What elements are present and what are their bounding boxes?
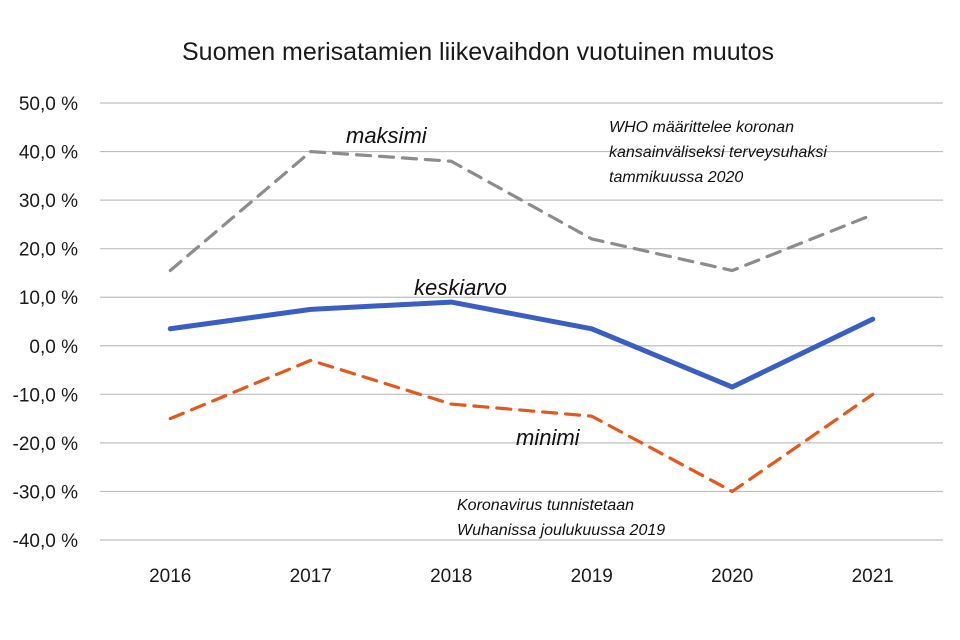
annotation-wuhan: Koronavirus tunnistetaan Wuhanissa joulu… bbox=[457, 497, 665, 539]
y-tick-label: -20,0 % bbox=[13, 434, 79, 455]
chart-title: Suomen merisatamien liikevaihdon vuotuin… bbox=[182, 38, 774, 66]
y-tick-label: -10,0 % bbox=[13, 385, 79, 406]
gridlines bbox=[100, 102, 943, 541]
y-tick-label: 40,0 % bbox=[19, 143, 78, 164]
series-label-minimi: minimi bbox=[516, 425, 581, 450]
y-tick-label: 20,0 % bbox=[19, 240, 78, 261]
y-tick-label: 50,0 % bbox=[19, 94, 78, 115]
y-tick-label: 30,0 % bbox=[19, 191, 78, 212]
annotation-who-line-2: kansainväliseksi terveysuhaksi bbox=[609, 144, 827, 161]
series-line-minimi bbox=[168, 358, 875, 494]
annotation-who: WHO määrittelee koronan kansainväliseksi… bbox=[609, 119, 827, 186]
x-tick-label: 2017 bbox=[290, 566, 332, 587]
x-tick-label: 2020 bbox=[711, 566, 753, 587]
y-tick-label: -30,0 % bbox=[13, 482, 79, 503]
y-tick-label: -40,0 % bbox=[13, 531, 79, 552]
x-tick-label: 2021 bbox=[852, 566, 894, 587]
series-label-keskiarvo: keskiarvo bbox=[414, 275, 507, 300]
annotation-wuhan-line-1: Koronavirus tunnistetaan bbox=[457, 497, 634, 514]
series-lines bbox=[167, 149, 876, 494]
series-line-keskiarvo bbox=[167, 299, 876, 390]
annotation-who-line-1: WHO määrittelee koronan bbox=[609, 119, 794, 136]
x-tick-label: 2016 bbox=[149, 566, 191, 587]
x-tick-label: 2019 bbox=[571, 566, 613, 587]
y-axis-ticks: 50,0 % 40,0 % 30,0 % 20,0 % 10,0 % 0,0 % -10,0… bbox=[13, 94, 79, 552]
x-tick-label: 2018 bbox=[430, 566, 472, 587]
y-tick-label: 0,0 % bbox=[29, 337, 78, 358]
series-line-maksimi bbox=[168, 149, 875, 273]
x-axis-ticks: 2016 2017 2018 2019 2020 2021 bbox=[149, 566, 894, 587]
y-tick-label: 10,0 % bbox=[19, 288, 78, 309]
annotation-who-line-3: tammikuussa 2020 bbox=[609, 169, 743, 186]
annotation-wuhan-line-2: Wuhanissa joulukuussa 2019 bbox=[457, 522, 665, 539]
series-label-maksimi: maksimi bbox=[346, 123, 428, 148]
